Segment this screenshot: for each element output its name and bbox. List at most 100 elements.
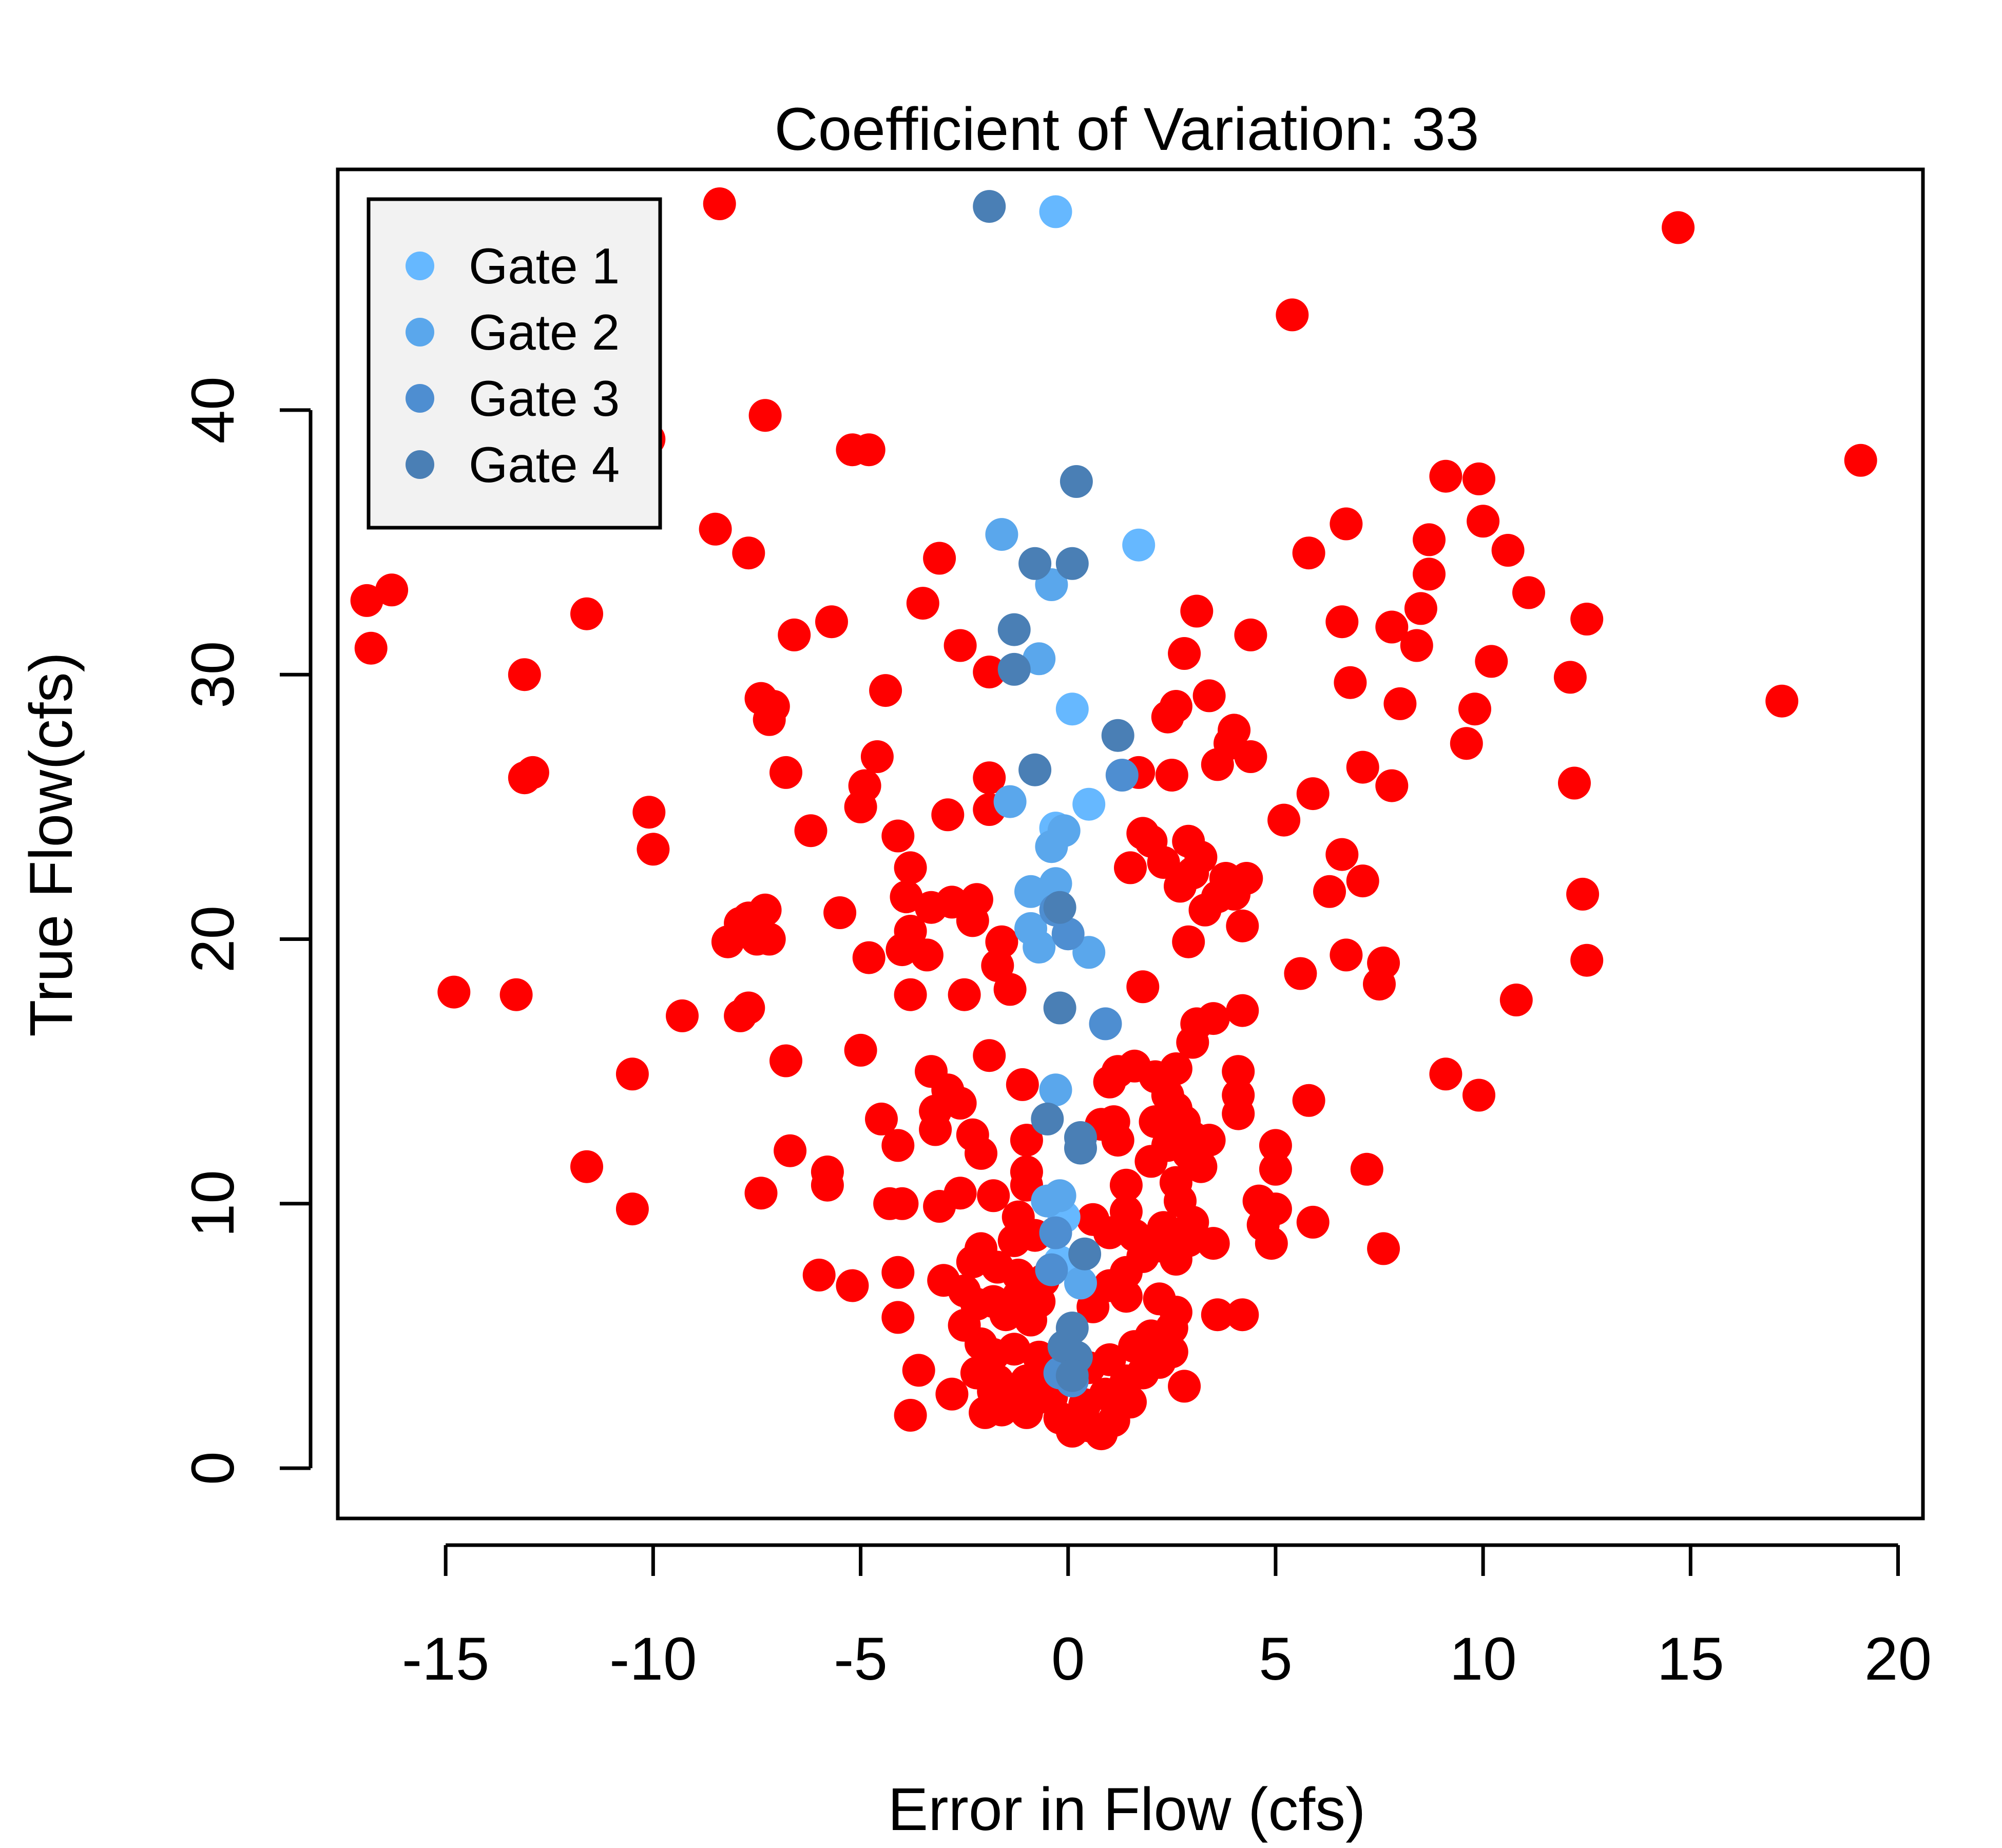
point-error-13	[923, 542, 956, 575]
point-error-83	[811, 1168, 844, 1202]
point-error-7	[748, 399, 782, 432]
point-error-251	[1383, 687, 1417, 720]
point-error-94	[802, 1258, 836, 1292]
point-error-127	[881, 1301, 915, 1334]
point-error-232	[1159, 690, 1192, 723]
legend-marker-1	[406, 252, 434, 280]
y-axis: 0 10 20 30 40	[179, 376, 313, 1485]
point-error-20	[778, 618, 811, 651]
point-error-34	[794, 814, 827, 848]
point-error-234	[1168, 637, 1201, 670]
legend: Gate 1 Gate 2 Gate 3 Gate 4	[367, 197, 662, 530]
point-error-146	[1093, 1343, 1126, 1376]
point-error-269	[1570, 944, 1604, 977]
point-error-43	[956, 904, 989, 937]
point-error-95	[836, 1269, 869, 1302]
legend-marker-4	[406, 450, 434, 479]
point-error-265	[1553, 661, 1587, 694]
point-error-73	[944, 1087, 977, 1120]
point-gate-2-9	[1023, 931, 1056, 964]
point-error-224	[1184, 840, 1218, 874]
point-error-246	[1325, 605, 1359, 639]
point-error-229	[1234, 740, 1267, 773]
point-gate-1-4	[1072, 787, 1106, 821]
point-error-247	[1292, 536, 1325, 570]
point-error-245	[1334, 666, 1367, 699]
point-error-259	[1467, 505, 1500, 538]
point-gate-2-3	[993, 785, 1027, 818]
point-error-256	[1413, 523, 1446, 556]
point-gate-4-8	[1043, 891, 1076, 924]
point-gate-3-0	[1105, 759, 1139, 792]
point-error-37	[881, 819, 915, 853]
legend-label-3: Gate 3	[469, 370, 620, 427]
x-tick-label-1: -10	[609, 1625, 697, 1693]
point-error-171	[1109, 1168, 1143, 1202]
point-error-220	[1114, 851, 1147, 884]
point-gate-2-2	[1023, 642, 1056, 676]
point-error-19	[815, 605, 848, 639]
y-tick-label-0: 0	[179, 1451, 247, 1485]
point-gate-4-4	[997, 613, 1031, 646]
point-gate-3-2	[1051, 917, 1085, 951]
point-error-90	[944, 1177, 977, 1210]
point-error-254	[1404, 592, 1437, 625]
point-error-62	[666, 999, 699, 1032]
point-error-5	[1276, 298, 1309, 332]
point-error-2	[354, 631, 388, 665]
point-gate-4-0	[973, 190, 1006, 223]
x-tick-label-2: -5	[834, 1625, 888, 1693]
point-gate-2-13	[1031, 1184, 1064, 1218]
point-error-197	[1259, 1129, 1292, 1162]
point-error-207	[1350, 1152, 1383, 1186]
point-error-225	[1155, 759, 1188, 792]
point-error-47	[711, 925, 744, 958]
point-error-189	[1151, 1079, 1184, 1112]
point-error-242	[1330, 938, 1363, 972]
point-error-18	[906, 587, 939, 620]
point-error-250	[1375, 769, 1409, 802]
point-error-6	[1844, 444, 1877, 477]
point-gate-4-1	[1060, 465, 1093, 498]
point-error-46	[748, 893, 782, 927]
point-error-249	[1346, 750, 1379, 784]
x-axis-label: Error in Flow (cfs)	[888, 1776, 1366, 1843]
point-error-208	[1367, 1232, 1400, 1265]
point-gate-1-0	[1039, 195, 1072, 228]
point-gate-4-12	[1064, 1131, 1097, 1165]
point-error-0	[350, 584, 383, 617]
chart-title: Coefficient of Variation: 33	[774, 95, 1479, 163]
point-error-21	[944, 629, 977, 662]
point-error-161	[1197, 1227, 1230, 1260]
x-tick-label-7: 20	[1864, 1625, 1932, 1693]
point-error-111	[989, 1298, 1023, 1332]
point-gate-2-11	[1039, 1073, 1072, 1107]
point-gate-4-7	[1018, 753, 1052, 786]
point-error-213	[1164, 870, 1197, 903]
point-gate-2-7	[1014, 875, 1047, 908]
point-error-1	[375, 573, 409, 607]
point-error-257	[1429, 459, 1462, 493]
point-error-262	[1475, 645, 1508, 678]
point-error-188	[1159, 1052, 1192, 1085]
point-error-238	[1296, 777, 1330, 811]
point-error-209	[1126, 970, 1160, 1004]
point-error-67	[844, 1033, 877, 1067]
point-error-194	[1222, 1055, 1255, 1088]
point-error-32	[973, 761, 1006, 795]
point-error-125	[935, 1377, 969, 1411]
point-error-273	[1765, 684, 1799, 718]
point-error-53	[894, 915, 927, 948]
x-tick-label-4: 5	[1259, 1625, 1293, 1693]
point-error-183	[1176, 1121, 1209, 1154]
point-error-59	[993, 973, 1027, 1006]
legend-items: Gate 1 Gate 2 Gate 3 Gate 4	[406, 238, 620, 493]
x-tick-label-6: 15	[1657, 1625, 1724, 1693]
point-error-268	[1566, 877, 1600, 911]
point-error-252	[1375, 610, 1409, 644]
point-error-78	[965, 1137, 997, 1170]
point-gate-2-14	[1064, 1266, 1097, 1300]
point-error-17	[516, 756, 549, 789]
point-error-230	[1218, 714, 1251, 747]
point-error-211	[1226, 909, 1259, 942]
